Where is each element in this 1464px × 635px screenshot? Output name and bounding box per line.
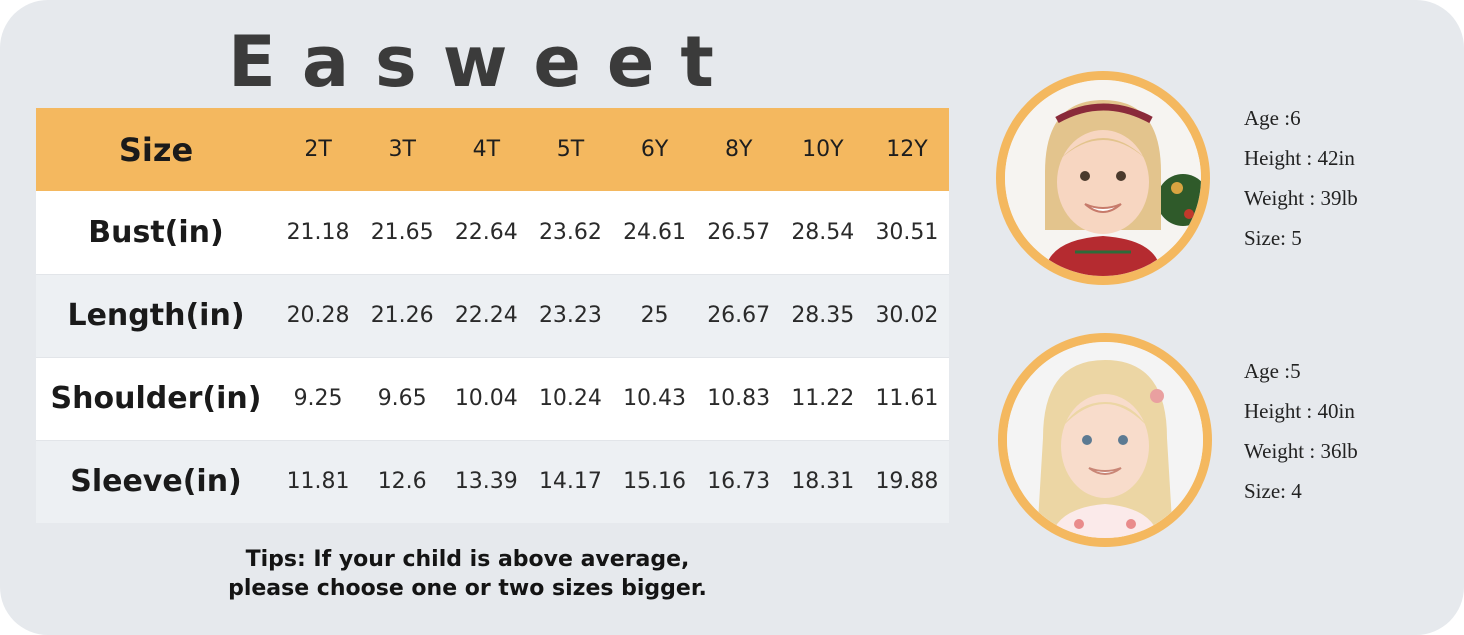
- table-cell: 23.23: [528, 273, 613, 357]
- tips-line: Tips: If your child is above average,: [245, 547, 690, 572]
- table-cell: 20.28: [276, 273, 361, 357]
- table-cell: 22.24: [444, 273, 529, 357]
- size-header: 5T: [556, 137, 585, 162]
- model-info: Age :5 Height : 40in Weight : 36lb Size:…: [1244, 351, 1358, 511]
- table-cell: 10.24: [528, 356, 613, 440]
- table-cell: 21.18: [286, 219, 350, 245]
- table-cell: 16.73: [696, 439, 781, 523]
- model-size: Size: 5: [1244, 226, 1302, 250]
- table-cell: 15.16: [612, 439, 697, 523]
- model-height: Height : 40in: [1244, 399, 1355, 423]
- size-header: 2T: [304, 137, 332, 162]
- size-header: 4T: [472, 137, 501, 162]
- size-header: 10Y: [802, 137, 844, 162]
- table-cell: 28.35: [780, 273, 865, 357]
- table-cell: 13.39: [444, 439, 529, 523]
- table-cell: 18.31: [780, 439, 865, 523]
- model-age: Age :5: [1244, 359, 1301, 383]
- table-cell: 10.43: [612, 356, 697, 440]
- size-header: 8Y: [724, 137, 753, 162]
- row-label: Bust(in): [88, 214, 224, 250]
- table-cell: 21.65: [370, 219, 434, 245]
- table-cell: 12.6: [360, 439, 445, 523]
- table-cell: 30.02: [864, 273, 949, 357]
- table-cell: 14.17: [528, 439, 613, 523]
- table-cell: 21.26: [360, 273, 445, 357]
- table-cell: 10.04: [444, 356, 529, 440]
- table-cell: 26.57: [707, 219, 771, 245]
- size-header: 12Y: [886, 137, 928, 162]
- model-age: Age :6: [1244, 106, 1301, 130]
- size-header: 6Y: [640, 137, 669, 162]
- row-label: Shoulder(in): [36, 356, 276, 440]
- brand-logo: Easweet: [228, 21, 740, 103]
- header-label: Size: [118, 130, 194, 169]
- model-info: Age :6 Height : 42in Weight : 39lb Size:…: [1244, 98, 1358, 258]
- child-portrait-image: [1005, 80, 1201, 276]
- table-cell: 26.67: [696, 273, 781, 357]
- table-cell: 23.62: [538, 219, 602, 245]
- tips-line: please choose one or two sizes bigger.: [228, 576, 707, 601]
- row-label: Length(in): [36, 273, 276, 357]
- model-weight: Weight : 39lb: [1244, 186, 1358, 210]
- table-cell: 24.61: [623, 219, 687, 245]
- table-row: Shoulder(in) 9.25 9.65 10.04 10.24 10.43…: [36, 356, 949, 440]
- table-header-row: Size 2T 3T 4T 5T 6Y 8Y 10Y 12Y: [36, 108, 949, 191]
- size-table: Size 2T 3T 4T 5T 6Y 8Y 10Y 12Y Bust(in) …: [36, 108, 949, 523]
- model-weight: Weight : 36lb: [1244, 439, 1358, 463]
- table-cell: 25: [612, 273, 697, 357]
- child-portrait-image: [1007, 342, 1203, 538]
- table-cell: 9.65: [360, 356, 445, 440]
- table-row: Sleeve(in) 11.81 12.6 13.39 14.17 15.16 …: [36, 439, 949, 523]
- table-row: Length(in) 20.28 21.26 22.24 23.23 25 26…: [36, 273, 949, 357]
- table-cell: 11.61: [864, 356, 949, 440]
- model-photo: [998, 333, 1212, 547]
- table-cell: 11.81: [276, 439, 361, 523]
- table-cell: 10.83: [696, 356, 781, 440]
- table-cell: 9.25: [276, 356, 361, 440]
- model-size: Size: 4: [1244, 479, 1302, 503]
- sizing-tips: Tips: If your child is above average, pl…: [36, 545, 899, 603]
- table-cell: 28.54: [791, 219, 855, 245]
- table-cell: 22.64: [454, 219, 518, 245]
- model-photo: [996, 71, 1210, 285]
- size-header: 3T: [388, 137, 416, 162]
- row-label: Sleeve(in): [36, 439, 276, 523]
- model-height: Height : 42in: [1244, 146, 1355, 170]
- table-cell: 19.88: [864, 439, 949, 523]
- table-cell: 30.51: [875, 219, 939, 245]
- table-cell: 11.22: [780, 356, 865, 440]
- table-row: Bust(in) 21.18 21.65 22.64 23.62 24.61 2…: [36, 191, 949, 274]
